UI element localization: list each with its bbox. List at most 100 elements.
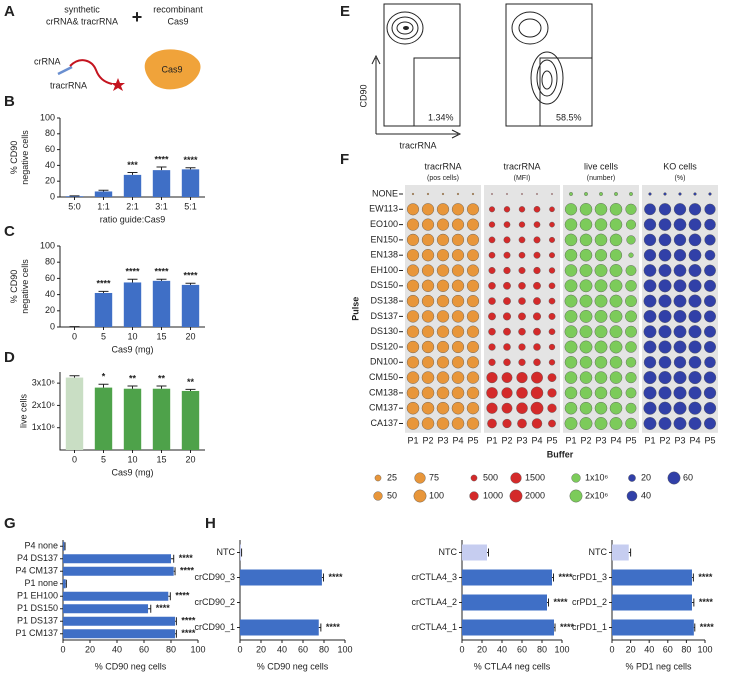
bar [95, 293, 112, 327]
dot [689, 325, 702, 338]
x-tick-label: P5 [467, 435, 478, 445]
panel-label: F [340, 151, 349, 168]
dot [674, 402, 687, 415]
panel-label: C [4, 223, 15, 240]
significance: ** [129, 373, 137, 383]
bar [63, 579, 66, 588]
x-tick-label: 80 [537, 644, 547, 654]
dot [437, 372, 449, 384]
dot [534, 252, 541, 259]
dot [689, 341, 702, 354]
dot [503, 328, 510, 335]
dot [625, 311, 636, 322]
dot [689, 249, 701, 261]
dot [489, 267, 496, 274]
x-tick-label: 20 [477, 644, 487, 654]
error-bar [99, 190, 109, 191]
dot [503, 297, 510, 304]
dot [502, 372, 512, 382]
bar [63, 542, 64, 551]
y-tick-label: crCTLA4_2 [411, 597, 457, 607]
y-tick-label: P4 CM137 [15, 566, 58, 576]
x-tick-label: P4 [531, 435, 542, 445]
diagram-text: recombinant [153, 4, 203, 14]
x-tick-label: 15 [156, 454, 166, 464]
y-tick-label: crCTLA4_3 [411, 572, 457, 582]
significance: *** [127, 160, 138, 170]
x-tick-label: P1 [644, 435, 655, 445]
legend-label: 2000 [525, 490, 545, 500]
dot [610, 203, 622, 215]
dot [595, 310, 607, 322]
dot [489, 222, 495, 228]
x-tick-label: 60 [298, 644, 308, 654]
x-tick-label: 100 [190, 644, 205, 654]
error-bar [175, 630, 176, 638]
row-label: EN150 [370, 234, 398, 244]
y-tick-label: 20 [45, 176, 55, 186]
dot [649, 193, 652, 196]
y-tick-label: crCTLA4_1 [411, 622, 457, 632]
dot [422, 326, 434, 338]
x-tick-label: 80 [319, 644, 329, 654]
bar [95, 388, 112, 450]
dot [595, 326, 607, 338]
dot [488, 313, 495, 320]
y-tick-label: 100 [40, 112, 55, 122]
dot [674, 234, 686, 246]
significance: * [102, 372, 106, 382]
bar [182, 169, 199, 197]
dot [452, 326, 464, 338]
dot [422, 402, 434, 414]
panel-subtitle: (number) [587, 175, 615, 182]
dot [565, 219, 577, 231]
error-bar [168, 592, 170, 600]
dot [689, 219, 701, 231]
dot [467, 326, 479, 338]
dot [422, 280, 434, 292]
row-label: CM150 [369, 372, 398, 382]
y-tick-label: 80 [45, 257, 55, 267]
dot [518, 282, 525, 289]
legend-dot [374, 492, 383, 501]
panel-title: tracrRNA [503, 161, 540, 171]
dot [595, 341, 607, 353]
dot [625, 280, 636, 291]
dot [467, 249, 478, 260]
dot [704, 387, 716, 399]
x-tick-label: 20 [185, 331, 195, 341]
dot [674, 341, 686, 353]
dot [580, 417, 592, 429]
dot [422, 341, 434, 353]
dot [437, 417, 449, 429]
dot [659, 371, 672, 384]
x-tick-label: 80 [681, 644, 691, 654]
dot [644, 310, 656, 322]
dot [569, 192, 572, 195]
dot [467, 234, 479, 246]
error-bar [552, 574, 554, 582]
bar [612, 545, 629, 561]
dot [452, 402, 464, 414]
x-axis-label: Cas9 (mg) [111, 344, 153, 354]
x-tick-label: 40 [644, 644, 654, 654]
dot [452, 356, 464, 368]
dot [689, 295, 702, 308]
dot [595, 280, 607, 292]
dot [565, 310, 577, 322]
dot [580, 295, 592, 307]
dot [565, 372, 577, 384]
dot [610, 295, 622, 307]
x-tick-label: P2 [580, 435, 591, 445]
x-tick-label: P2 [422, 435, 433, 445]
dot [580, 402, 592, 414]
legend-label: 1500 [525, 472, 545, 482]
x-tick-label: P4 [689, 435, 700, 445]
dot [674, 264, 686, 276]
dot [467, 280, 479, 292]
dot [487, 403, 498, 414]
dot [503, 282, 510, 289]
row-label: DS138 [370, 295, 398, 305]
dot [704, 372, 716, 384]
